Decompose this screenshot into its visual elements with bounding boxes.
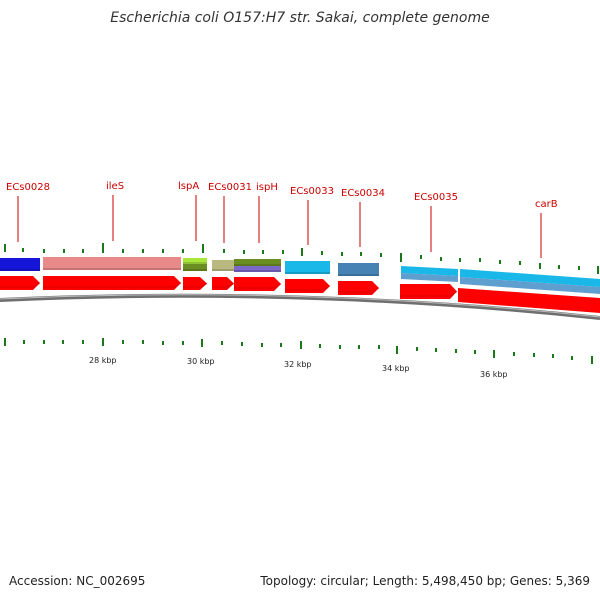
gene-ecs0035-block-lower <box>401 273 458 282</box>
gene-ecs0033-block <box>285 261 330 274</box>
cds-arrow-ecs0035 <box>400 284 457 299</box>
cds-arrow-carb <box>458 288 600 313</box>
inner-tick-track <box>4 338 593 364</box>
gene-label: ileS <box>106 181 124 192</box>
cds-arrow-ecs0033-shade <box>285 285 331 291</box>
cds-arrow-ecs0034 <box>338 281 379 295</box>
cds-arrow-ecs0028 <box>0 276 40 290</box>
kbp-label: 34 kbp <box>382 364 410 373</box>
gene-ecs0031-block <box>212 260 234 271</box>
map-title: Escherichia coli O157:H7 str. Sakai, com… <box>110 10 490 26</box>
gene-label: ECs0031 <box>208 182 252 193</box>
kbp-label: 32 kbp <box>284 360 312 369</box>
gene-lspa-block-lower-shade <box>183 269 207 271</box>
gene-iles-block <box>43 257 181 270</box>
gene-ecs0031-block-shade <box>212 269 234 271</box>
gene-label: ispH <box>256 182 278 193</box>
kbp-label: 30 kbp <box>187 357 215 366</box>
cds-arrow-isph <box>234 277 281 291</box>
gene-label: ECs0034 <box>341 188 385 199</box>
gene-label-track: ECs0028 ileS lspA ECs0031 ispH ECs0033 ECs0034… <box>6 181 558 210</box>
genome-backbone <box>0 293 600 320</box>
gene-ecs0035-block <box>401 266 458 276</box>
gene-label: lspA <box>178 181 199 192</box>
accession-text: Accession: NC_002695 <box>9 574 146 588</box>
gene-ecs0033-block-shade <box>285 272 330 274</box>
gene-ecs0028-block-shade <box>0 269 40 271</box>
gene-label: carB <box>535 199 558 210</box>
cds-arrow-ecs0033 <box>285 279 330 293</box>
outer-tick-track <box>4 243 599 274</box>
gene-carb-block-lower <box>460 277 600 294</box>
cds-arrow-iles-shade <box>43 282 182 288</box>
gene-label: ECs0028 <box>6 182 50 193</box>
cds-arrow-ecs0034-shade <box>338 287 380 293</box>
gene-label: ECs0033 <box>290 186 334 197</box>
gene-lspa-block-shade <box>183 262 207 264</box>
gene-isph-block <box>234 259 281 266</box>
cds-arrow-ecs0031-shade <box>212 283 235 288</box>
gene-iles-block-shade <box>43 268 181 270</box>
topology-text: Topology: circular; Length: 5,498,450 bp… <box>260 574 590 588</box>
cds-arrow-isph-shade <box>234 283 282 289</box>
gene-label-leaders <box>17 195 542 258</box>
genome-backbone-highlight <box>0 294 600 318</box>
gene-isph-block-shade <box>234 264 281 266</box>
gene-ecs0034-block <box>338 263 379 276</box>
gene-isph-block-lower <box>234 266 281 272</box>
gene-carb-block <box>460 269 600 287</box>
gene-ecs0028-block <box>0 258 40 271</box>
gene-isph-block-lower-shade <box>234 270 281 272</box>
kbp-label: 28 kbp <box>89 356 117 365</box>
cds-arrow-ecs0028-shade <box>0 282 41 288</box>
kbp-label-track: 28 kbp 30 kbp 32 kbp 34 kbp 36 kbp <box>89 356 508 379</box>
cds-arrow-iles <box>43 276 181 290</box>
gene-lspa-block-lower <box>183 264 207 271</box>
cds-arrow-lspa <box>183 277 207 290</box>
gene-lspa-block <box>183 258 207 264</box>
cds-arrow-ecs0035-shade <box>400 291 458 297</box>
gene-ecs0034-block-shade <box>338 274 379 276</box>
cds-arrow-lspa-shade <box>183 283 208 288</box>
cds-arrow-ecs0031 <box>212 277 234 290</box>
gene-label: ECs0035 <box>414 192 458 203</box>
gene-feature-track <box>0 257 600 294</box>
kbp-label: 36 kbp <box>480 370 508 379</box>
cds-arrow-track <box>0 276 600 313</box>
